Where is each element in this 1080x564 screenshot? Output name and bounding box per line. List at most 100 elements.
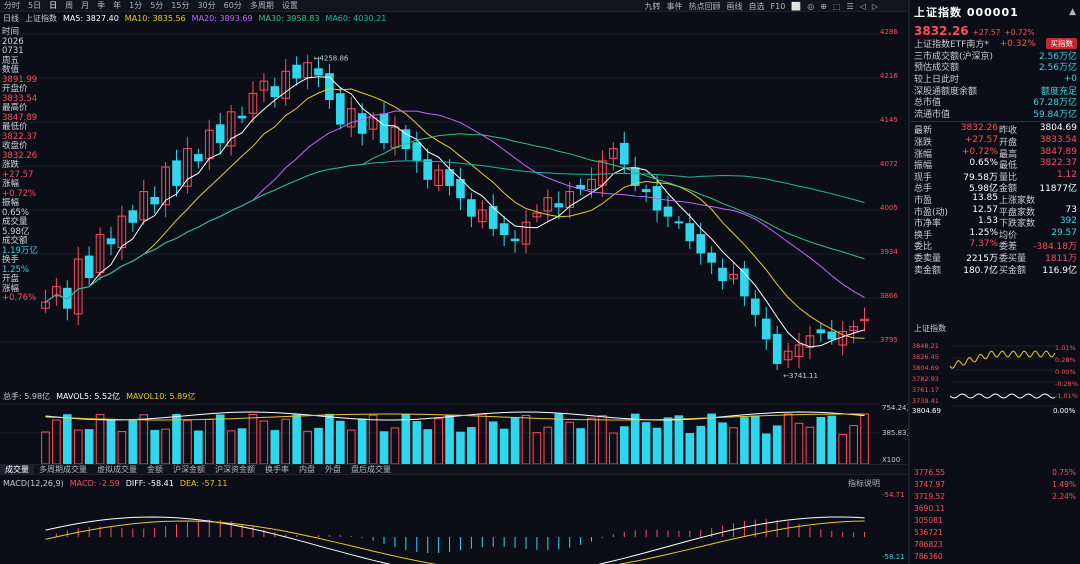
volume-bar <box>685 433 695 464</box>
tool-button[interactable]: F10 <box>770 1 786 11</box>
volume-bar <box>674 415 684 464</box>
indicator-help-button[interactable]: 指标说明 <box>848 479 880 488</box>
candle-body <box>663 206 673 217</box>
tool-button[interactable]: 画线 <box>726 1 743 11</box>
volume-bar <box>237 428 247 464</box>
ma60-label: MA60: 4030.21 <box>325 13 387 23</box>
candle-body <box>226 111 236 147</box>
volume-total-label: 总手: 5.98亿 <box>3 391 51 401</box>
indicator-tab[interactable]: 沪深金额 <box>173 465 205 474</box>
period-high-label: ←4258.86 <box>314 54 349 62</box>
volume-bar <box>215 414 225 464</box>
candle-body <box>477 209 487 223</box>
toolbar-icon[interactable]: ▷ <box>871 1 878 11</box>
candle-body <box>674 221 684 224</box>
indicator-tab[interactable]: 虚拟成交量 <box>97 465 137 474</box>
toolbar-icon[interactable]: ⬚ <box>832 1 841 11</box>
toolbar-icon[interactable]: ◎ <box>807 1 815 11</box>
timeframe-tab[interactable]: 季 <box>97 1 106 10</box>
tool-button[interactable]: 九转 <box>644 1 661 11</box>
volume-bar <box>456 431 465 464</box>
info-label: 成交额 <box>2 236 28 246</box>
quote-value: 29.57 <box>1051 227 1077 238</box>
mini-chart-title: 上证指数 <box>914 324 946 333</box>
candle-body <box>62 287 72 309</box>
indicator-tab[interactable]: 外盘 <box>325 465 341 474</box>
timeframe-tab[interactable]: 5日 <box>28 1 42 10</box>
toolbar-icon[interactable]: ⬜ <box>791 1 802 11</box>
quote-value: 79.58万 <box>963 172 998 183</box>
toolbar-icon[interactable]: ☰ <box>846 1 854 11</box>
volume-bar <box>183 420 192 464</box>
timeframe-tab[interactable]: 年 <box>113 1 122 10</box>
mini-mid-label: 3804.69 <box>912 407 941 415</box>
indicator-tab[interactable]: 沪深资金额 <box>215 465 255 474</box>
candle-body <box>849 326 858 332</box>
candle-body <box>761 318 771 340</box>
indicator-tab[interactable]: 盘后成交量 <box>351 465 391 474</box>
macd-chart[interactable]: -54.71 -58.11 <box>0 489 908 564</box>
quote-label: 涨幅 <box>914 149 933 160</box>
info-label: 收盘价 <box>2 141 28 151</box>
volume-bar <box>84 429 94 464</box>
indicator-tab[interactable]: 换手率 <box>265 465 289 474</box>
ma10-line <box>45 88 865 339</box>
info-value: 0.65% <box>2 207 30 218</box>
timeframe-tab[interactable]: 设置 <box>281 1 298 10</box>
candle-body <box>488 206 498 229</box>
mini-left-label: 3761.17 <box>912 386 939 394</box>
macd-axis-top: -54.71 <box>882 491 905 499</box>
quote-label: 涨跌 <box>914 138 933 149</box>
quote-label: 平盘家数 <box>999 207 1036 218</box>
volume-bar <box>270 430 280 464</box>
tool-button[interactable]: 事件 <box>666 1 683 11</box>
y-axis-label: 3934 <box>880 248 898 256</box>
candle-body <box>139 191 149 221</box>
timeframe-tab[interactable]: 60分 <box>223 1 242 10</box>
kline-chart[interactable]: 4286 4216 4145 4072 4005 3934 3866 3795 ←4258.86… <box>0 24 908 390</box>
timeframe-tab[interactable]: 周 <box>65 1 74 10</box>
tool-button[interactable]: 自选 <box>748 1 765 11</box>
toolbar-icon[interactable]: ⊕ <box>820 1 827 11</box>
volume-bar <box>740 417 749 464</box>
info-value: +27.57 <box>2 169 34 180</box>
ma-legend: 日线 上证指数 MA5: 3827.40 MA10: 3835.56 MA20:… <box>0 12 386 24</box>
scroll-icon[interactable]: ▲ <box>1069 7 1076 17</box>
timeframe-tab[interactable]: 日 <box>49 1 58 10</box>
volume-bar <box>838 433 848 464</box>
timeframe-tab[interactable]: 多周期 <box>249 1 274 10</box>
stat-row: 流通市值 59.84万亿 <box>910 108 1080 120</box>
volume-chart[interactable]: 754.24万 385.83万 X100 <box>0 402 908 464</box>
quote-value: -384.18万 <box>1033 242 1077 253</box>
timeframe-tab[interactable]: 30分 <box>197 1 216 10</box>
indicator-tab[interactable]: 多周期成交量 <box>39 465 87 474</box>
timeframe-tab[interactable]: 分时 <box>4 1 20 10</box>
quote-value: 392 <box>1059 216 1077 227</box>
volume-bar <box>663 417 673 464</box>
tool-button[interactable]: 热点回顾 <box>688 1 721 11</box>
indicator-tab[interactable]: 内盘 <box>299 465 315 474</box>
timeframe-tab[interactable]: 5分 <box>150 1 164 10</box>
buy-index-button[interactable]: 买指数 <box>1046 38 1077 50</box>
candle-body <box>794 344 804 358</box>
toolbar-icon[interactable]: ◁ <box>859 1 866 11</box>
quote-value: 3847.89 <box>1039 146 1077 157</box>
quote-value: +0.72% <box>961 146 998 157</box>
intraday-mini-chart[interactable]: 3848.21 3826.45 3804.69 3782.93 3761.17 3739.… <box>910 336 1080 466</box>
depth-row: 536721 <box>910 526 1080 538</box>
volume-bar <box>336 420 345 464</box>
info-value: 3847.89 <box>2 112 38 123</box>
current-price: 3832.26 <box>914 24 969 38</box>
timeframe-tab[interactable]: 15分 <box>171 1 190 10</box>
info-value: 5.98亿 <box>2 226 30 237</box>
timeframe-tab[interactable]: 1分 <box>129 1 143 10</box>
ma5-label: MA5: 3827.40 <box>63 13 119 23</box>
mini-left-label: 3739.41 <box>912 397 939 405</box>
etf-row[interactable]: 上证指数ETF南方* +0.32% 买指数 <box>910 38 1080 50</box>
candle-body <box>84 255 94 279</box>
timeframe-tab[interactable]: 月 <box>81 1 90 10</box>
indicator-tab[interactable]: 金额 <box>147 465 163 474</box>
volume-bar <box>401 413 411 464</box>
indicator-tab[interactable]: 成交量 <box>0 464 34 475</box>
volume-bar <box>379 431 389 464</box>
